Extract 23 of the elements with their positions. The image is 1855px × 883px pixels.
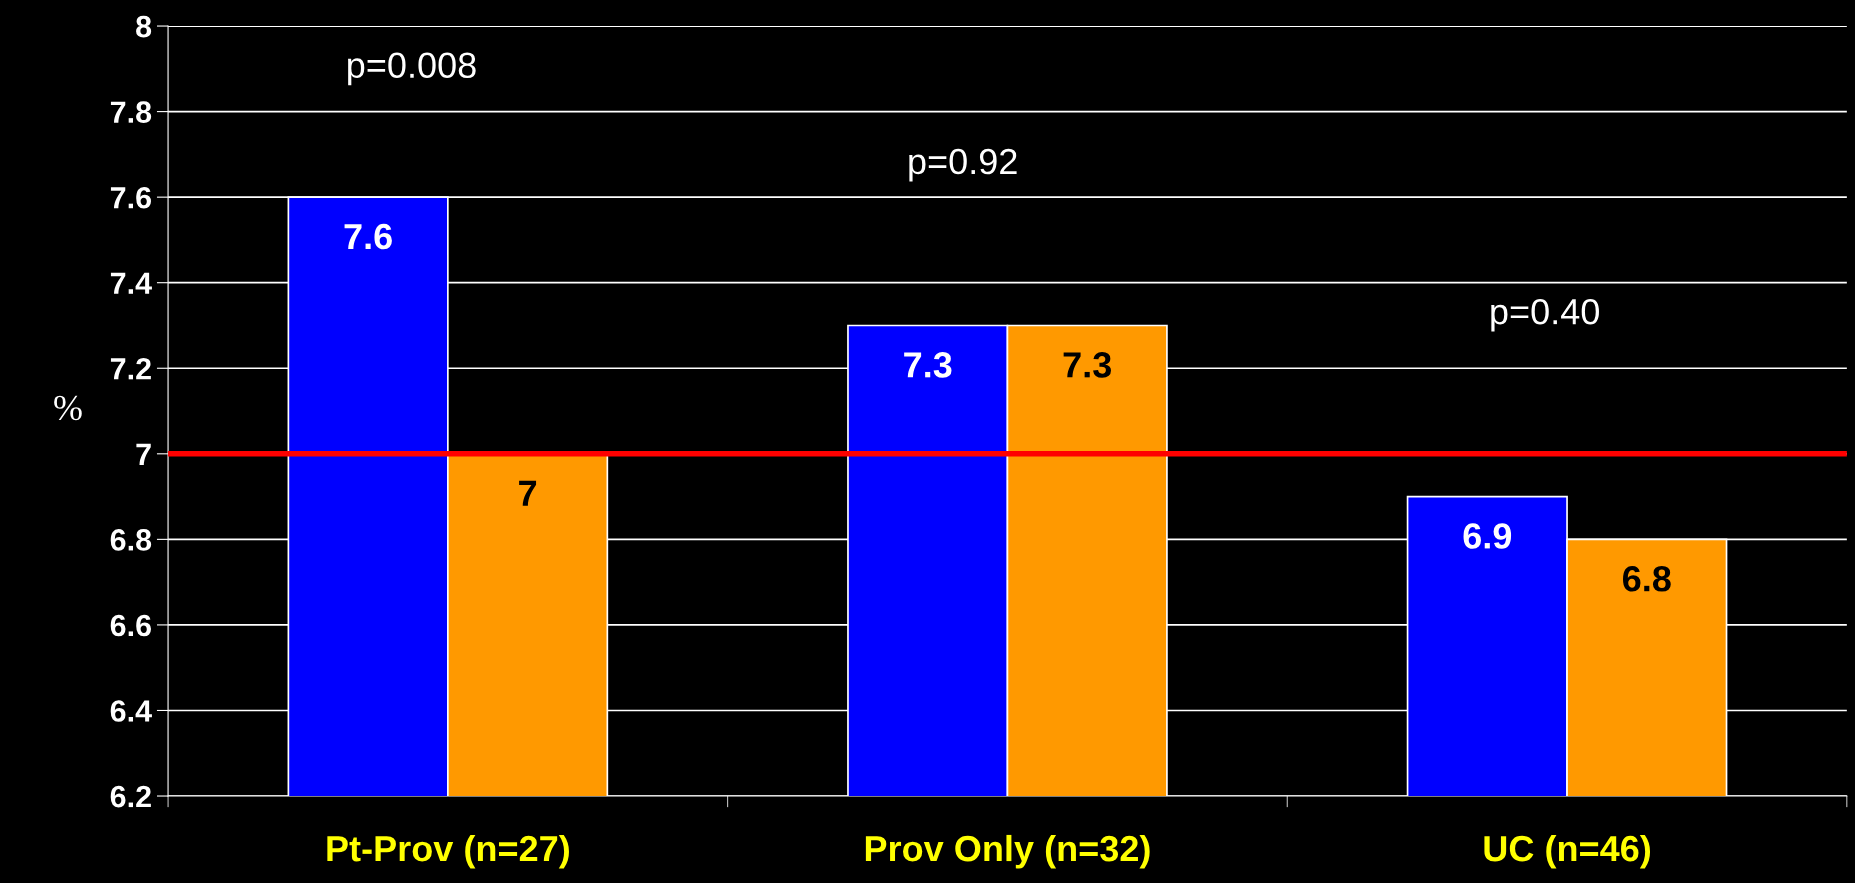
data-label: 7.3 xyxy=(1063,352,1111,378)
data-label: 7 xyxy=(519,480,537,506)
y-tick-label: 7.4 xyxy=(110,272,152,294)
data-label: 7.6 xyxy=(344,223,392,250)
y-axis-title: % xyxy=(54,395,82,421)
y-tick-label: 8 xyxy=(136,15,152,38)
x-tick-label: Pt-Prov (n=27) xyxy=(327,834,569,869)
y-tick-label: 6.6 xyxy=(110,614,151,637)
y-tick-label: 7.2 xyxy=(110,358,151,380)
annotation: p=0.008 xyxy=(348,52,476,86)
x-tick-label: UC (n=46) xyxy=(1484,834,1651,869)
data-label: 6.9 xyxy=(1463,523,1512,549)
data-label: 7.3 xyxy=(904,352,952,378)
x-tick-label: Prov Only (n=32) xyxy=(865,834,1150,869)
y-tick-label: 6.8 xyxy=(110,529,152,551)
y-tick-label: 6.4 xyxy=(110,700,152,722)
y-tick-label: 7.6 xyxy=(110,186,151,209)
y-tick-label: 7 xyxy=(136,443,151,465)
annotation: p=0.40 xyxy=(1491,298,1599,332)
y-tick-label: 7.8 xyxy=(110,101,152,123)
y-tick-label: 6.2 xyxy=(110,785,151,808)
annotation: p=0.92 xyxy=(909,148,1017,182)
data-label: 6.8 xyxy=(1623,565,1671,592)
